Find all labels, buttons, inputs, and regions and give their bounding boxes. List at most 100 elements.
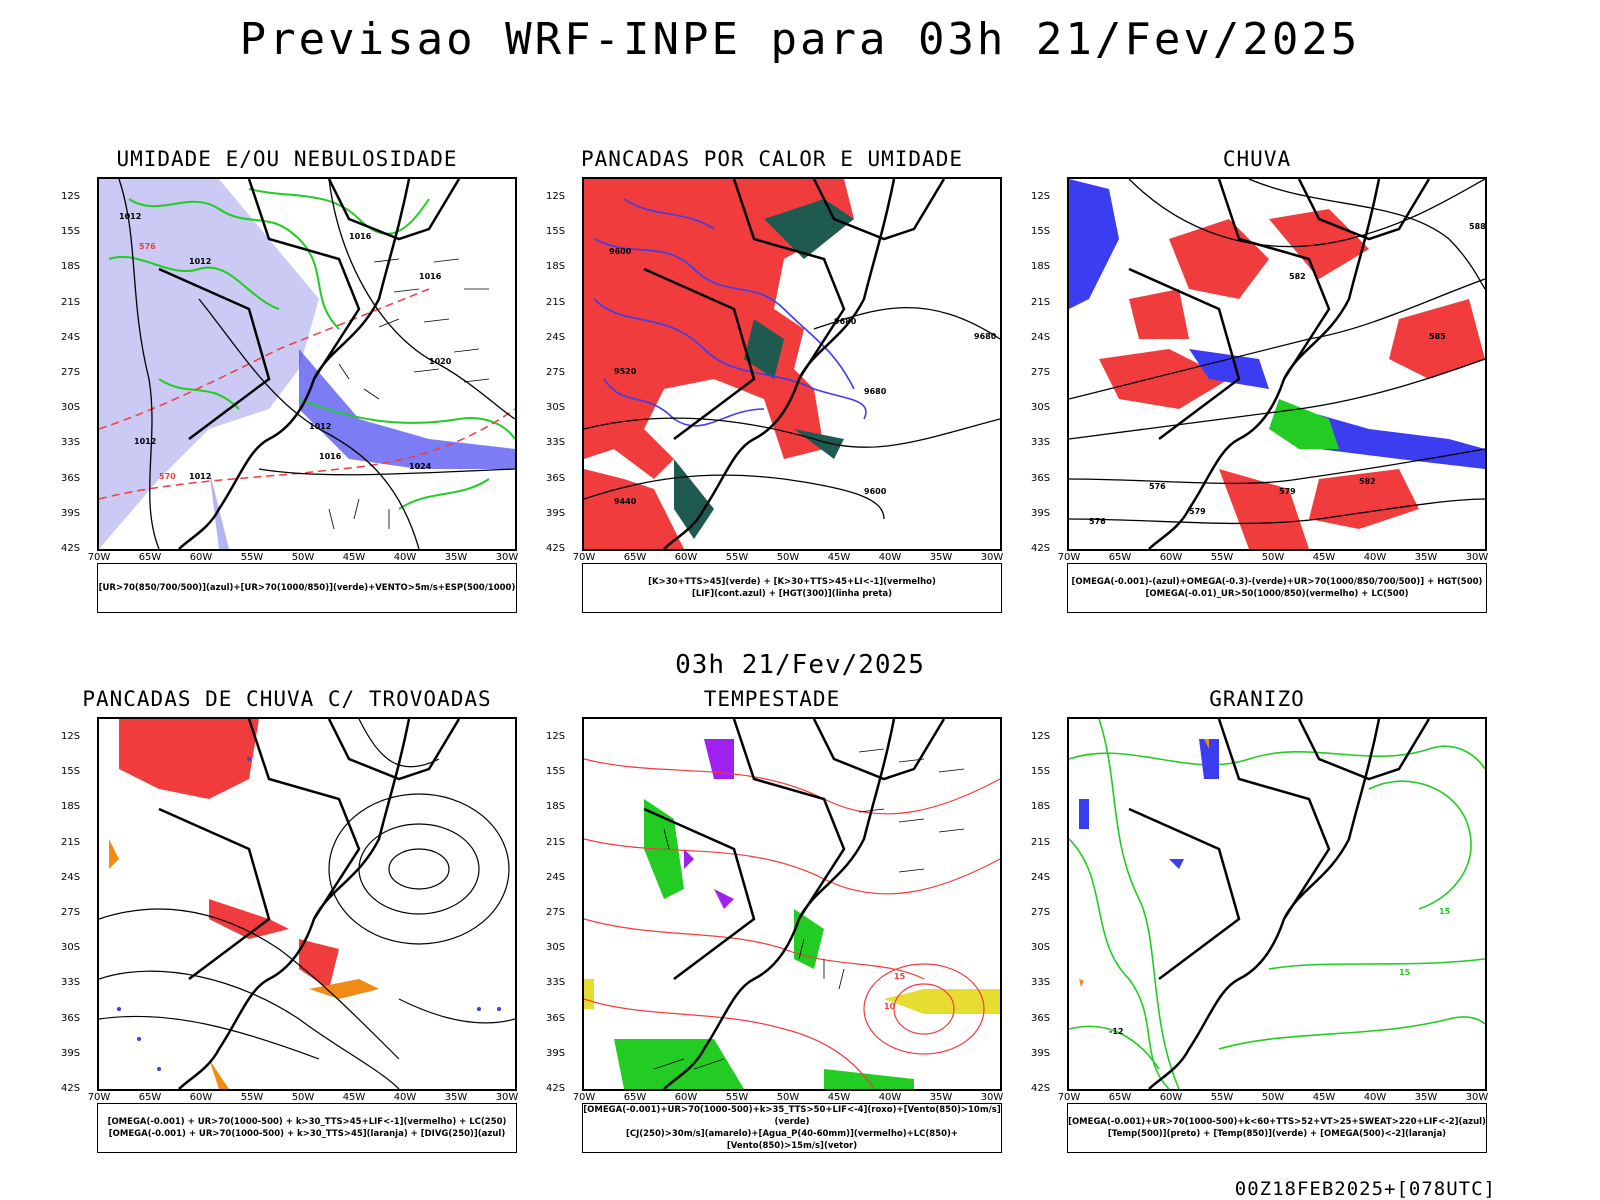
- lat-tick-label: 27S: [61, 367, 81, 378]
- layer-purple: [684, 739, 734, 909]
- contour-green: [158, 378, 240, 410]
- map-svg: [99, 719, 515, 1089]
- contour-label: 9680: [864, 387, 887, 396]
- contour-green: [398, 478, 490, 510]
- contour-label: 1016: [349, 232, 372, 241]
- lon-tick-label: 55W: [240, 1092, 264, 1103]
- map-area: 582 588 579 576 585 582 579 576: [1067, 177, 1487, 551]
- panel-legend: [OMEGA(-0.001)+UR>70(1000-500)+k<60+TTS>…: [1067, 1103, 1487, 1153]
- layer-blue-dots: [117, 757, 501, 1071]
- run-footer: 00Z18FEB2025+[078UTC]: [1234, 1178, 1496, 1200]
- contour-green: [298, 398, 515, 440]
- layer-darkgreen: [674, 199, 854, 539]
- lon-tick-label: 50W: [1261, 552, 1285, 563]
- lon-tick-label: 30W: [1465, 1092, 1489, 1103]
- legend-line: [OMEGA(-0.01)_UR>50(1000/850)(vermelho) …: [1145, 589, 1409, 599]
- layer-red: [584, 469, 684, 549]
- map-area: 9680 9680 9600 9520 9440 9600 9680: [582, 177, 1002, 551]
- streamlines: [99, 719, 515, 1089]
- panel-chuva: CHUVA: [1027, 147, 1488, 617]
- lat-tick-label: 15S: [546, 766, 566, 778]
- isobar: [258, 468, 515, 476]
- lon-tick-label: 70W: [87, 552, 111, 563]
- contour-label: 570: [159, 472, 176, 481]
- contour-label: 1012: [309, 422, 331, 431]
- legend-line: [UR>70(850/700/500)](azul)+[UR>70(1000/8…: [98, 583, 516, 593]
- contour-green: [108, 256, 280, 310]
- contour-label: 15: [1399, 968, 1411, 977]
- lat-tick-label: 42S: [1031, 1083, 1051, 1094]
- lat-tick-label: 21S: [546, 836, 566, 848]
- lat-tick-label: 27S: [1031, 907, 1051, 918]
- contour-label: 1024: [409, 462, 432, 471]
- country-borders: [1128, 719, 1431, 1089]
- lon-tick-label: 70W: [1057, 552, 1081, 563]
- lat-tick-label: 21S: [1031, 296, 1051, 308]
- contour-label: 1016: [319, 452, 342, 461]
- lon-tick-label: 55W: [1210, 552, 1234, 563]
- lon-tick-label: 70W: [87, 1092, 111, 1103]
- wind-vectors: [653, 748, 965, 1070]
- layer-green: [614, 799, 914, 1089]
- lat-tick-label: 24S: [546, 871, 566, 883]
- contour-label: 9440: [614, 497, 637, 506]
- panel-title: UMIDADE E/OU NEBULOSIDADE: [116, 147, 458, 171]
- lat-tick-label: 12S: [1031, 731, 1051, 742]
- panel-pancadas-trovoadas: PANCADAS DE CHUVA C/ TROVOADAS: [57, 687, 518, 1157]
- mid-time-label: 03h 21/Fev/2025: [675, 650, 925, 680]
- lat-tick-label: 24S: [1031, 331, 1051, 343]
- lat-tick-label: 42S: [61, 543, 81, 554]
- lat-tick-label: 24S: [546, 331, 566, 343]
- lon-tick-label: 50W: [1261, 1092, 1285, 1103]
- lon-tick-label: 50W: [776, 1092, 800, 1103]
- legend-line: [OMEGA(-0.001)+UR>70(1000-500)+k>35_TTS>…: [583, 1105, 1001, 1127]
- map-svg: 9680 9680 9600 9520 9440 9600 9680: [584, 179, 1000, 549]
- lon-tick-label: 40W: [393, 1092, 417, 1103]
- lat-tick-label: 30S: [1031, 402, 1051, 414]
- lon-tick-label: 70W: [1057, 1092, 1081, 1103]
- lon-tick-label: 50W: [776, 552, 800, 563]
- lat-tick-label: 24S: [1031, 871, 1051, 883]
- contour-label: 576: [139, 242, 156, 251]
- lat-tick-label: 39S: [61, 507, 81, 519]
- lon-tick-label: 40W: [1363, 1092, 1387, 1103]
- contour-label: 15: [894, 972, 906, 981]
- panel-granizo: GRANIZO: [1027, 687, 1489, 1157]
- lon-tick-label: 70W: [572, 1092, 596, 1103]
- lon-tick-label: 40W: [393, 552, 417, 563]
- map-area: -12 15 15: [1067, 717, 1487, 1091]
- lon-tick-label: 45W: [827, 552, 851, 563]
- legend-line: [OMEGA(-0.001)-(azul)+OMEGA(-0.3)-(verde…: [1071, 577, 1483, 587]
- lon-tick-label: 35W: [1414, 1092, 1438, 1103]
- lon-tick-label: 45W: [342, 1092, 366, 1103]
- lat-tick-label: 27S: [61, 907, 81, 918]
- map-svg: 1012 1012 1016 1016 1020 1024 576 570 10…: [99, 179, 515, 549]
- lat-tick-label: 21S: [61, 296, 81, 308]
- lon-tick-label: 65W: [623, 552, 647, 563]
- legend-line: [Temp(500)](preto) + [Temp(850)](verde) …: [1107, 1129, 1447, 1139]
- layer-blue: [1069, 179, 1485, 469]
- layer-blue: [1079, 739, 1219, 869]
- lon-tick-label: 40W: [878, 1092, 902, 1103]
- lat-tick-label: 36S: [1031, 1012, 1051, 1024]
- lat-tick-label: 27S: [546, 907, 566, 918]
- lon-tick-label: 45W: [342, 552, 366, 563]
- panel-title: TEMPESTADE: [703, 687, 841, 711]
- contour-green: [128, 198, 340, 330]
- lat-tick-label: 33S: [546, 977, 566, 989]
- contour-label: 582: [1359, 477, 1376, 486]
- temp850-contours: [1069, 719, 1485, 1089]
- panel-umidade: UMIDADE E/OU NEBULOSIDADE: [57, 147, 518, 617]
- lon-tick-label: 30W: [980, 1092, 1004, 1103]
- contour-label: 579: [1279, 487, 1296, 496]
- contour-label: 9600: [609, 247, 632, 256]
- panel-legend: [OMEGA(-0.001)+UR>70(1000-500)+k>35_TTS>…: [582, 1103, 1002, 1153]
- panel-legend: [OMEGA(-0.001)-(azul)+OMEGA(-0.3)-(verde…: [1067, 563, 1487, 613]
- layer-yellow: [884, 989, 1000, 1014]
- panel-title: PANCADAS DE CHUVA C/ TROVOADAS: [82, 687, 492, 711]
- lon-tick-label: 50W: [291, 1092, 315, 1103]
- lat-tick-label: 21S: [1031, 836, 1051, 848]
- layer-yellow: [584, 979, 594, 1009]
- contour-label: 9600: [864, 487, 887, 496]
- lat-tick-label: 30S: [1031, 942, 1051, 954]
